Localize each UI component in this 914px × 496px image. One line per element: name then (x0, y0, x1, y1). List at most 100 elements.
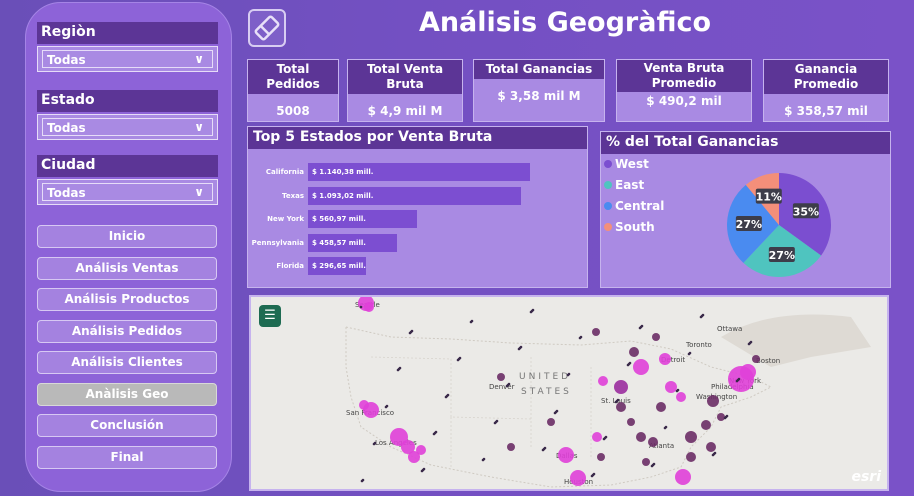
map-small-marker (688, 351, 692, 355)
bar[interactable]: $ 296,65 mill. (308, 257, 366, 275)
map-marker[interactable] (652, 333, 660, 341)
legend-dot (604, 160, 612, 168)
map-marker[interactable] (686, 452, 696, 462)
legend-dot (604, 223, 612, 231)
map-small-marker (749, 340, 753, 344)
map-menu-button[interactable]: ☰ (259, 305, 281, 327)
legend-item[interactable]: West (604, 157, 649, 171)
kpi-value: $ 358,57 mil (784, 104, 868, 118)
kpi-label: Total Pedidos (248, 60, 338, 94)
map-small-marker (531, 308, 535, 312)
legend-item[interactable]: East (604, 178, 644, 192)
bar-row: Texas $ 1.093,02 mill. (248, 186, 588, 205)
map-marker[interactable] (659, 353, 671, 365)
bar-category-label: Pennsylvania (251, 238, 304, 247)
map-marker[interactable] (642, 458, 650, 466)
nav-conclusion-button[interactable]: Conclusión (37, 414, 217, 437)
bar-row: Florida $ 296,65 mill. (248, 257, 588, 275)
map-small-marker (567, 372, 571, 376)
bar-data-label: $ 1.140,38 mill. (312, 168, 374, 176)
map-small-marker (652, 462, 656, 466)
legend-label: East (615, 178, 645, 192)
map-marker[interactable] (507, 443, 515, 451)
map-marker[interactable] (627, 418, 635, 426)
map-small-marker (361, 478, 365, 482)
map-marker[interactable] (390, 428, 408, 446)
map-marker[interactable] (408, 451, 420, 463)
map-marker[interactable] (676, 392, 686, 402)
map-small-marker (676, 388, 680, 392)
map-marker[interactable] (570, 470, 586, 486)
filter-city-title: Ciudad (37, 155, 218, 177)
bar-row: New York $ 560,97 mill. (248, 210, 588, 228)
map-small-marker (519, 345, 523, 349)
bar[interactable]: $ 458,57 mill. (308, 233, 398, 252)
map-marker[interactable] (717, 413, 725, 421)
map-marker[interactable] (597, 453, 605, 461)
map-marker[interactable] (656, 402, 666, 412)
nav-inicio-button[interactable]: Inicio (37, 225, 217, 248)
map-marker[interactable] (558, 447, 574, 463)
map-small-marker (359, 305, 363, 309)
chart-title: % del Total Ganancias (601, 132, 890, 154)
nav-clientes-button[interactable]: Análisis Clientes (37, 351, 217, 374)
bar[interactable]: $ 1.140,38 mill. (308, 163, 530, 181)
bar[interactable]: $ 560,97 mill. (308, 210, 418, 228)
nav-geo-button[interactable]: Anàlisis Geo (37, 383, 217, 406)
map-small-marker (385, 404, 389, 408)
bar-row: California $ 1.140,38 mill. (248, 163, 588, 181)
bar-row: Pennsylvania $ 458,57 mill. (248, 233, 588, 252)
map-marker[interactable] (614, 380, 628, 394)
map-marker[interactable] (633, 359, 649, 375)
map-label: Denver (489, 383, 515, 391)
map-marker[interactable] (592, 328, 600, 336)
bar[interactable]: $ 1.093,02 mill. (308, 186, 521, 205)
kpi-value: 5008 (276, 104, 310, 118)
map-marker[interactable] (675, 469, 691, 485)
map-marker[interactable] (547, 418, 555, 426)
map-marker[interactable] (706, 442, 716, 452)
map-marker[interactable] (401, 440, 415, 454)
map-small-marker (555, 409, 559, 413)
map-marker[interactable] (740, 364, 756, 380)
map-marker[interactable] (598, 376, 608, 386)
legend-label: West (615, 157, 649, 171)
esri-logo: esri (851, 469, 881, 485)
pie-data-label: 11% (756, 191, 782, 204)
nav-pedidos-button[interactable]: Análisis Pedidos (37, 320, 217, 343)
map-marker[interactable] (416, 445, 426, 455)
legend-item[interactable]: Central (604, 199, 664, 213)
map-marker[interactable] (629, 347, 639, 357)
legend-dot (604, 181, 612, 189)
nav-productos-button[interactable]: Análisis Productos (37, 288, 217, 311)
map-marker[interactable] (616, 402, 626, 412)
kpi-label: Ganancia Promedio (764, 60, 888, 94)
map-marker[interactable] (636, 432, 646, 442)
map-marker[interactable] (752, 355, 760, 363)
chart-title: Top 5 Estados por Venta Bruta (248, 127, 587, 149)
map-small-marker (713, 451, 717, 455)
nav-ventas-button[interactable]: Análisis Ventas (37, 257, 217, 280)
map-marker[interactable] (497, 373, 505, 381)
kpi-total-ganancias: Total Ganancias $ 3,58 mil M (473, 59, 605, 122)
city-dropdown[interactable]: Todas ∨ (37, 179, 218, 205)
map-marker[interactable] (685, 431, 697, 443)
nav-final-button[interactable]: Final (37, 446, 217, 469)
map-marker[interactable] (701, 420, 711, 430)
map-marker[interactable] (665, 381, 677, 393)
map-marker[interactable] (364, 302, 374, 312)
kpi-value: $ 490,2 mil (646, 94, 722, 108)
map-marker[interactable] (648, 437, 658, 447)
map-marker[interactable] (707, 395, 719, 407)
geo-map[interactable]: ☰ Seattle Ottawa Toronto Detroit Boston … (249, 295, 889, 491)
filter-state-title: Estado (37, 90, 218, 112)
map-marker[interactable] (592, 432, 602, 442)
map-small-marker (616, 398, 620, 402)
top5-states-chart: Top 5 Estados por Venta Bruta California… (247, 126, 588, 288)
region-dropdown[interactable]: Todas ∨ (37, 46, 218, 72)
map-marker[interactable] (359, 400, 369, 410)
state-dropdown[interactable]: Todas ∨ (37, 114, 218, 140)
legend-item[interactable]: South (604, 220, 655, 234)
map-small-marker (664, 425, 668, 429)
map-small-marker (543, 446, 547, 450)
